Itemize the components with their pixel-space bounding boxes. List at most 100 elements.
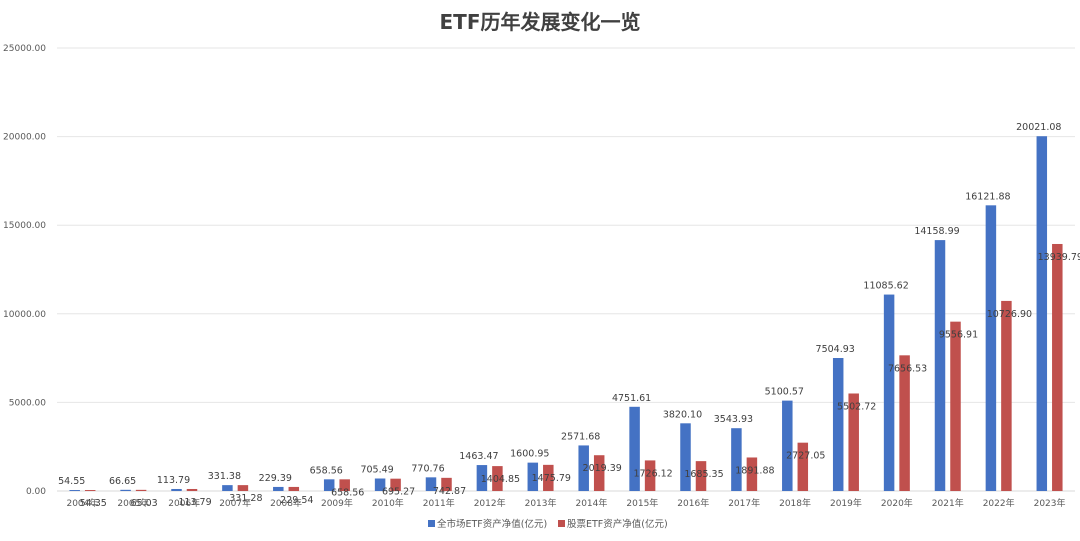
data-label-stock-etf: 54.35: [80, 498, 107, 509]
x-tick-label: 2015年: [626, 497, 658, 509]
y-tick-label: 25000.00: [3, 44, 46, 54]
y-axis-ticks: 0.00 5000.00 10000.00 15000.00 20000.00 25000…: [3, 44, 46, 497]
bar-total-etf: [476, 465, 488, 491]
x-tick-label: 2011年: [423, 497, 455, 509]
data-label-total-etf: 1463.47: [459, 451, 498, 462]
data-label-stock-etf: 331.28: [229, 493, 262, 504]
bar-total-etf: [578, 445, 589, 491]
bar-stock-etf: [1052, 243, 1063, 491]
x-tick-label: 2008年: [270, 497, 302, 509]
gridlines: [57, 47, 1075, 492]
data-label-total-etf: 3543.93: [714, 414, 753, 425]
x-tick-label: 2006年: [168, 497, 200, 509]
data-label-total-etf: 7504.93: [816, 344, 855, 355]
data-label-total-etf: 20021.08: [1016, 122, 1061, 133]
data-label-total-etf: 770.76: [411, 463, 444, 474]
bar-total-etf: [222, 485, 233, 491]
bars: [69, 136, 1063, 492]
data-label-stock-etf: 1891.88: [735, 465, 774, 476]
bar-stock-etf: [593, 455, 605, 491]
bar-total-etf: [527, 462, 539, 491]
x-tick-label: 2019年: [830, 497, 862, 509]
bar-total-etf: [120, 489, 131, 491]
bar-stock-etf: [237, 485, 249, 491]
data-label-stock-etf: 695.27: [382, 487, 415, 498]
data-label-total-etf: 14158.99: [914, 226, 959, 237]
legend-swatch-total-etf: [428, 520, 435, 527]
bar-stock-etf: [84, 490, 96, 491]
data-label-stock-etf: 13939.79: [1038, 252, 1080, 263]
data-label-stock-etf: 1475.79: [532, 473, 571, 484]
data-label-stock-etf: 2727.05: [786, 451, 825, 462]
data-label-stock-etf: 7656.53: [888, 363, 927, 374]
x-tick-label: 2021年: [932, 497, 964, 509]
data-label-stock-etf: 658.56: [331, 487, 364, 498]
data-label-total-etf: 5100.57: [765, 387, 804, 398]
bar-stock-etf: [950, 321, 961, 491]
data-label-stock-etf: 1404.85: [481, 474, 520, 485]
bar-total-etf: [1036, 136, 1048, 492]
data-label-total-etf: 3820.10: [663, 409, 702, 420]
x-tick-label: 2017年: [728, 497, 760, 509]
data-label-stock-etf: 65.03: [130, 498, 157, 509]
x-tick-label: 2012年: [474, 497, 506, 509]
data-label-total-etf: 229.39: [259, 473, 292, 484]
x-tick-label: 2009年: [321, 497, 353, 509]
bar-stock-etf: [695, 461, 707, 491]
data-label-stock-etf: 5502.72: [837, 401, 876, 412]
y-tick-label: 20000.00: [3, 133, 46, 143]
bar-stock-etf: [186, 488, 198, 491]
x-tick-label: 2020年: [881, 497, 913, 509]
data-label-stock-etf: 10726.90: [987, 309, 1032, 320]
bar-stock-etf: [797, 442, 809, 491]
bar-stock-etf: [288, 486, 300, 491]
x-tick-label: 2005年: [117, 497, 149, 509]
bar-total-etf: [985, 205, 997, 491]
bar-stock-etf: [1001, 300, 1012, 491]
bar-stock-etf: [899, 355, 910, 491]
bar-total-etf: [731, 428, 742, 491]
x-axis-ticks: 2004年 2005年 2006年 2007年 2008年 2009年 2010年 2011年…: [66, 497, 1065, 509]
bar-total-etf: [273, 486, 284, 491]
bar-stock-etf: [848, 393, 859, 491]
bar-stock-etf: [135, 489, 147, 491]
data-label-total-etf: 2571.68: [561, 431, 600, 442]
bar-stock-etf: [339, 479, 350, 491]
data-label-stock-etf: 1726.12: [633, 468, 672, 479]
bar-stock-etf: [441, 477, 452, 491]
x-tick-label: 2013年: [525, 497, 557, 509]
data-label-total-etf: 705.49: [360, 464, 393, 475]
x-tick-label: 2022年: [983, 497, 1015, 509]
bar-total-etf: [323, 479, 335, 491]
chart-title: ETF历年发展变化一览: [440, 10, 641, 34]
data-label-stock-etf: 229.54: [280, 495, 313, 506]
x-tick-label: 2010年: [372, 497, 404, 509]
data-label-stock-etf: 742.87: [433, 486, 466, 497]
bar-total-etf: [171, 488, 182, 491]
data-label-total-etf: 658.56: [310, 465, 343, 476]
bar-stock-etf: [390, 478, 401, 491]
data-label-total-etf: 11085.62: [863, 281, 908, 292]
y-tick-label: 15000.00: [3, 221, 46, 231]
x-tick-label: 2004年: [66, 497, 98, 509]
bar-total-etf: [425, 477, 437, 491]
bar-stock-etf: [746, 457, 758, 491]
data-label-stock-etf: 2019.39: [583, 463, 622, 474]
data-label-total-etf: 4751.61: [612, 393, 651, 404]
bar-total-etf: [883, 294, 895, 491]
legend: 全市场ETF资产净值(亿元) 股票ETF资产净值(亿元): [428, 518, 668, 530]
bar-total-etf: [374, 478, 386, 491]
x-tick-label: 2014年: [575, 497, 607, 509]
bar-total-etf: [934, 240, 946, 491]
bar-stock-etf: [644, 460, 656, 491]
x-tick-label: 2023年: [1034, 497, 1066, 509]
data-label-total-etf: 1600.95: [510, 449, 549, 460]
data-label-total-etf: 16121.88: [965, 191, 1010, 202]
bar-stock-etf: [492, 466, 503, 491]
bar-total-etf: [69, 490, 80, 491]
data-label-total-etf: 113.79: [157, 475, 190, 486]
y-tick-label: 10000.00: [3, 310, 46, 320]
y-tick-label: 5000.00: [9, 398, 46, 408]
